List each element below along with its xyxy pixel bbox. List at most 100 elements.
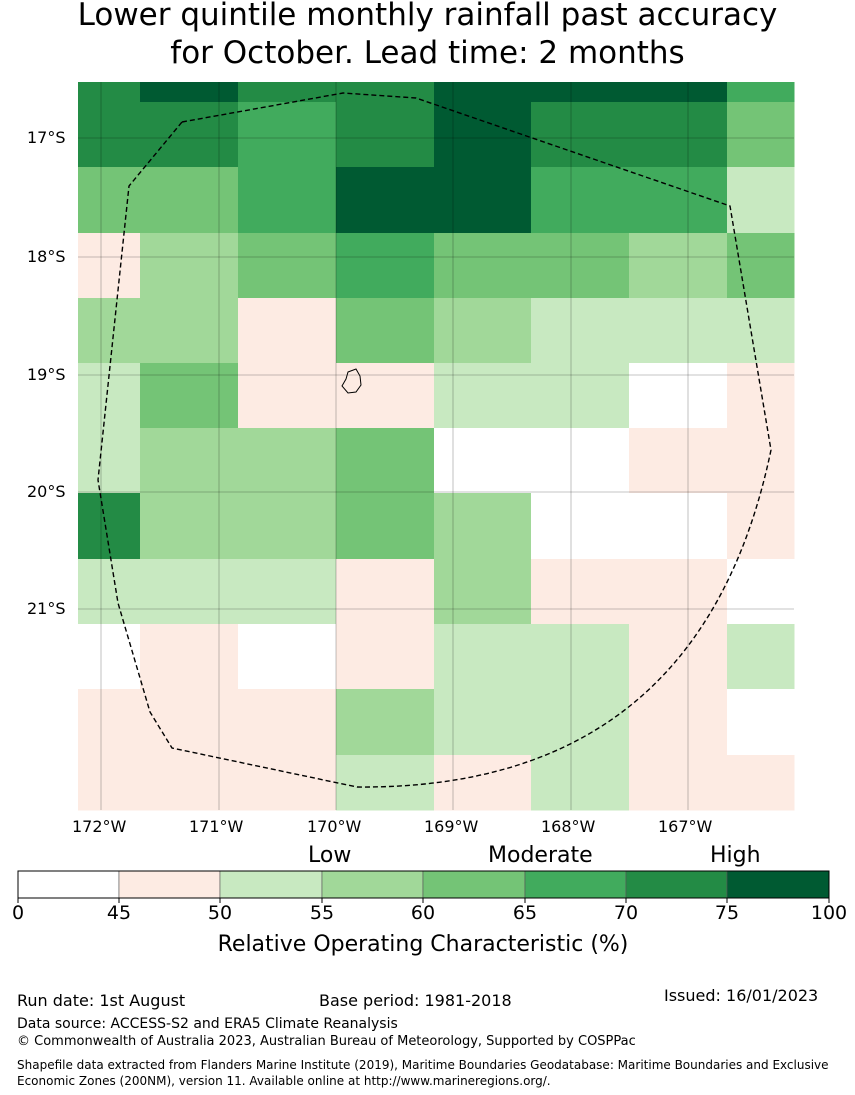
grid-cell [336, 298, 435, 364]
grid-cell [140, 428, 239, 494]
grid-cell [629, 624, 728, 690]
colorbar-swatch [524, 870, 627, 899]
colorbar-swatch [321, 870, 424, 899]
colorbar-tick: 65 [512, 902, 538, 924]
grid-cell [336, 363, 435, 429]
grid-cell [531, 559, 630, 625]
graticule [78, 82, 794, 810]
lon-label-169w: 169°W [424, 817, 479, 836]
title-line-1: Lower quintile monthly rainfall past acc… [77, 0, 778, 33]
grid-cell [336, 428, 435, 494]
grid-cell [629, 493, 728, 560]
category-moderate: Moderate [488, 843, 593, 868]
grid-cell [238, 689, 337, 756]
grid-cell [727, 755, 795, 811]
grid-cell [140, 167, 239, 234]
lat-label-21s: 21°S [27, 599, 66, 618]
grid-cell [140, 102, 239, 168]
grid-cell [531, 167, 630, 234]
grid-cell [531, 298, 630, 364]
base-period: Base period: 1981-2018 [319, 991, 512, 1010]
grid-cell [140, 755, 239, 811]
grid-cell [434, 559, 532, 625]
grid-cell [434, 102, 532, 168]
grid-cell [78, 363, 141, 429]
grid-cell [78, 624, 141, 690]
colorbar-tick: 55 [309, 902, 335, 924]
copyright: © Commonwealth of Australia 2023, Austra… [17, 1034, 636, 1049]
grid-cell [140, 559, 239, 625]
lat-label-17s: 17°S [27, 128, 66, 147]
grid-cell [78, 233, 141, 299]
grid-cell [531, 102, 630, 168]
grid-cell [140, 624, 239, 690]
colorbar-swatch [726, 870, 830, 899]
lon-label-168w: 168°W [541, 817, 596, 836]
grid-cell [727, 493, 795, 560]
grid-cell [629, 298, 728, 364]
grid-cell [78, 428, 141, 494]
colorbar-swatch [118, 870, 221, 899]
grid-cell [238, 428, 337, 494]
roc-grid [78, 82, 795, 811]
grid-cell [238, 233, 337, 299]
issued-date: Issued: 16/01/2023 [664, 986, 819, 1005]
grid-cell [434, 755, 532, 811]
grid-cell [78, 689, 141, 756]
grid-cell [727, 298, 795, 364]
grid-cell [727, 233, 795, 299]
grid-cell [78, 102, 141, 168]
grid-cell [727, 689, 795, 756]
grid-cell [238, 755, 337, 811]
grid-cell [727, 82, 795, 103]
colorbar-swatch [625, 870, 728, 899]
grid-cell [629, 233, 728, 299]
colorbar-tick: 50 [207, 902, 233, 924]
grid-cell [531, 689, 630, 756]
colorbar-label: Relative Operating Characteristic (%) [217, 932, 629, 957]
grid-cell [238, 363, 337, 429]
grid-cell [238, 167, 337, 234]
grid-cell [629, 755, 728, 811]
colorbar-swatch [219, 870, 323, 899]
colorbar-tick: 70 [613, 902, 639, 924]
grid-cell [434, 363, 532, 429]
grid-cell [78, 755, 141, 811]
colorbar-tick: 45 [106, 902, 132, 924]
colorbar-tick: 0 [11, 902, 25, 924]
colorbar-swatch [422, 870, 526, 899]
grid-cell [727, 167, 795, 234]
grid-cell [629, 559, 728, 625]
grid-cell [434, 167, 532, 234]
grid-cell [336, 559, 435, 625]
grid-cell [629, 363, 728, 429]
category-low: Low [308, 843, 352, 868]
colorbar-swatch [17, 870, 120, 899]
grid-cell [434, 233, 532, 299]
grid-cell [434, 82, 727, 102]
shapefile-credit-line-1: Shapefile data extracted from Flanders M… [17, 1058, 829, 1072]
grid-cell [727, 428, 795, 494]
grid-cell [336, 82, 435, 103]
grid-cell [434, 298, 532, 364]
lat-label-18s: 18°S [27, 247, 66, 266]
grid-cell [78, 559, 141, 625]
grid-cell [140, 82, 238, 102]
island-outline [341, 368, 362, 394]
category-high: High [710, 843, 761, 868]
grid-cell [336, 102, 435, 168]
data-source: Data source: ACCESS-S2 and ERA5 Climate … [17, 1016, 398, 1032]
grid-cell [531, 428, 630, 494]
grid-cell [531, 233, 630, 299]
grid-cell [78, 167, 141, 234]
grid-cell [336, 233, 435, 299]
lat-label-20s: 20°S [27, 482, 66, 501]
run-date: Run date: 1st August [17, 991, 186, 1010]
grid-cell [727, 102, 795, 168]
grid-cell [140, 233, 239, 299]
grid-cell [238, 624, 337, 690]
shapefile-credit: Shapefile data extracted from Flanders M… [17, 1057, 847, 1089]
eez-boundary [97, 92, 772, 788]
grid-cell [140, 363, 239, 429]
